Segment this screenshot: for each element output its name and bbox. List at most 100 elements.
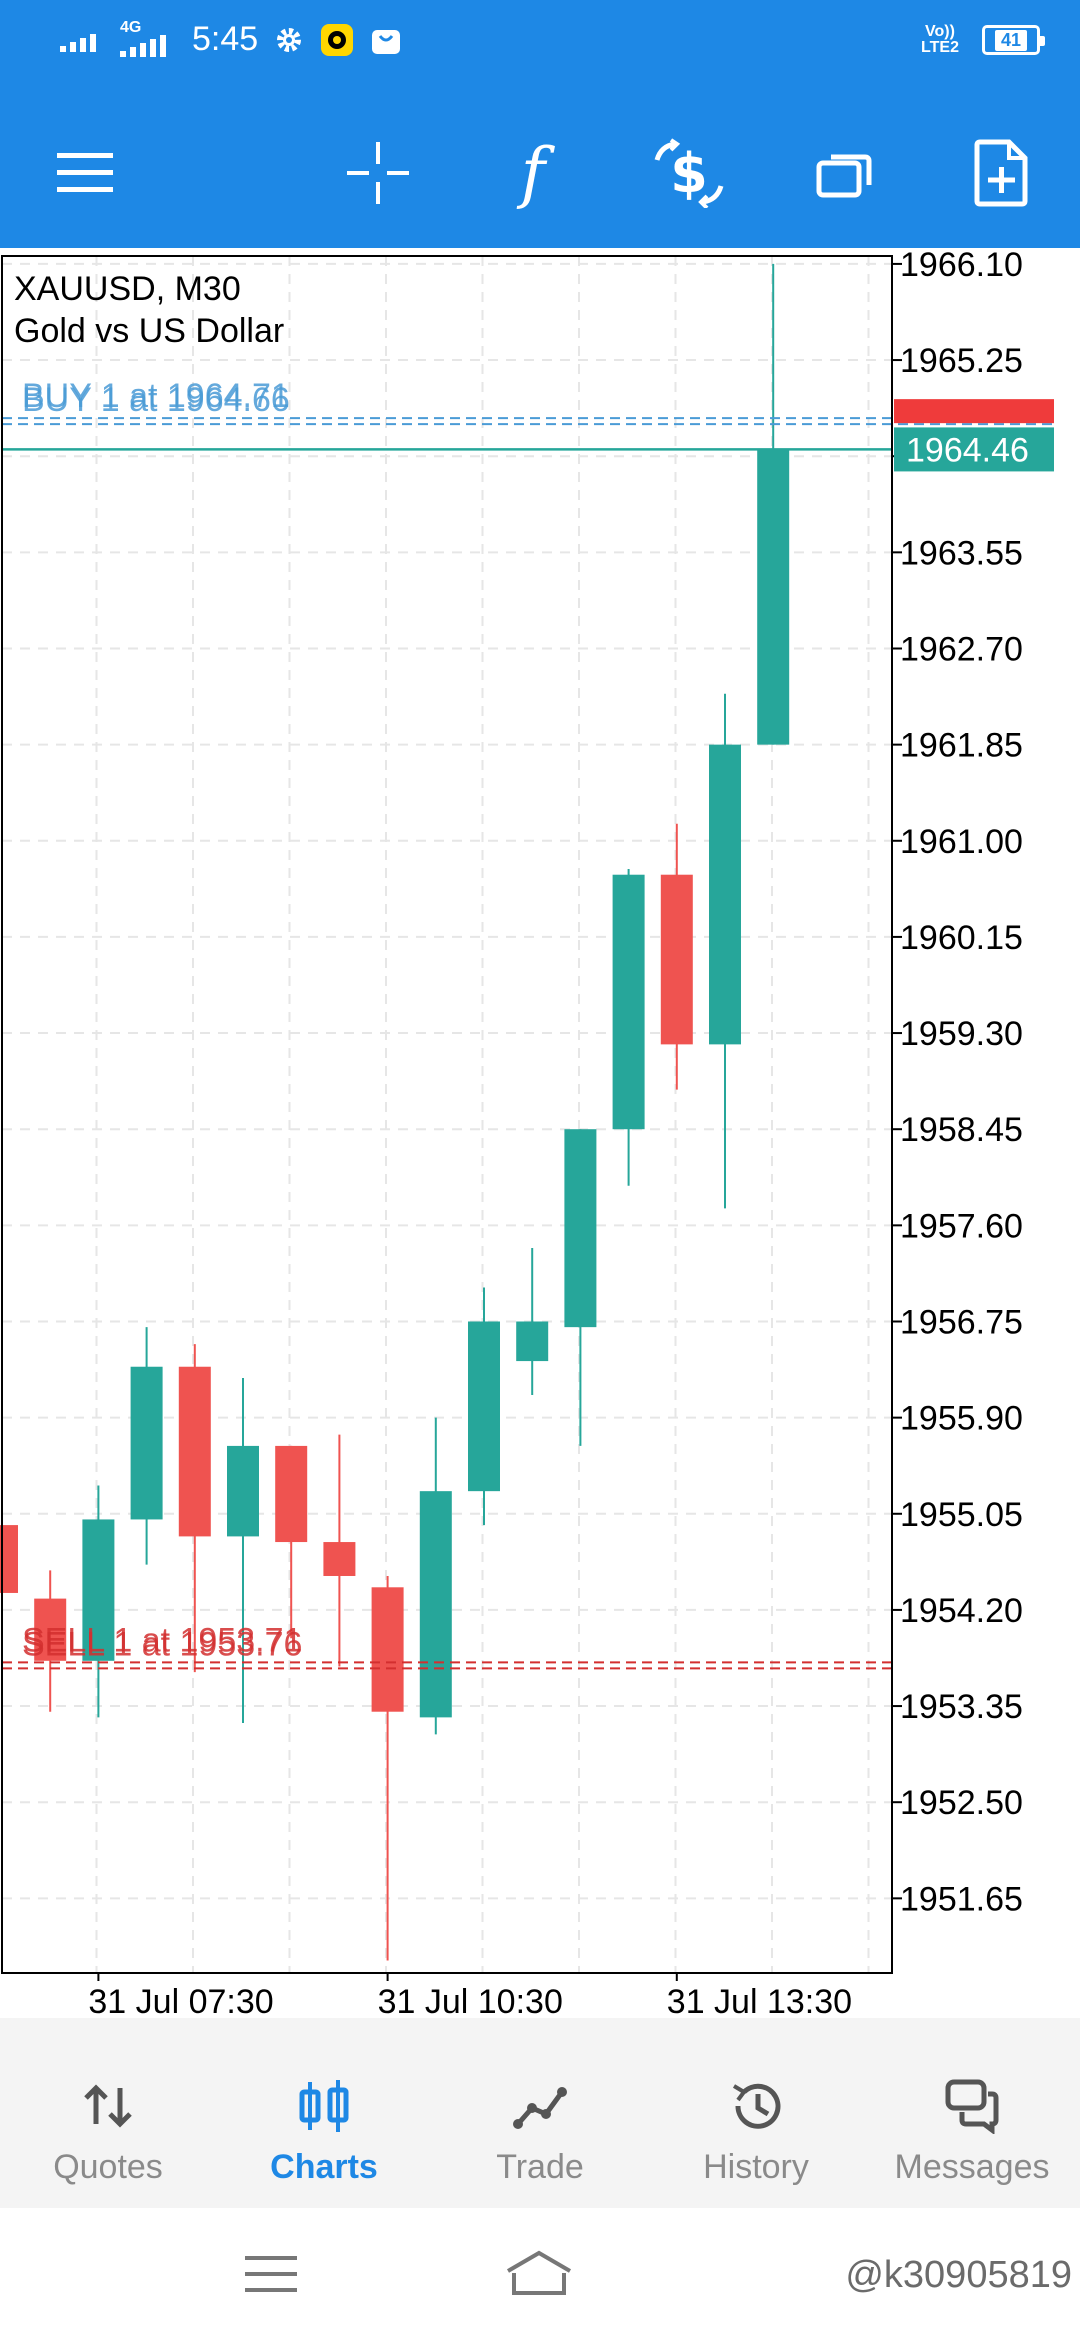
price-axis-label: 1955.90 [900, 1400, 1023, 1438]
nav-quotes[interactable]: Quotes [0, 2018, 216, 2208]
price-axis-label: 1963.55 [900, 534, 1023, 572]
candle-body [0, 1525, 18, 1593]
windows-icon [816, 154, 872, 198]
chart-symbol: XAUUSD, M30 [14, 270, 241, 308]
bottom-navigation: Quotes Charts Trade [0, 2018, 1080, 2208]
nav-quotes-label: Quotes [53, 2148, 163, 2186]
candle-body [82, 1519, 115, 1661]
indicators-button[interactable]: f [488, 128, 578, 218]
price-axis-label: 1956.75 [900, 1303, 1023, 1341]
battery-icon: 41 [982, 25, 1045, 55]
time-axis-label: 31 Jul 07:30 [88, 1983, 273, 2018]
candle-body [757, 449, 790, 745]
new-order-button[interactable] [956, 128, 1046, 218]
candle-body [709, 744, 741, 1045]
candle-body [419, 1491, 452, 1718]
quotes-arrows-icon [84, 2084, 132, 2128]
volte-icon: Vo)) LTE2 [921, 23, 959, 56]
sell-order-label: SELL 1 at 1953.71 [22, 1621, 302, 1659]
price-axis-label: 1965.25 [900, 342, 1023, 380]
price-axis-label: 1960.15 [900, 919, 1023, 957]
system-home-button[interactable] [504, 2244, 574, 2304]
nav-messages-label: Messages [894, 2148, 1050, 2186]
settings-gear-icon [277, 27, 302, 52]
price-axis-label: 1952.50 [900, 1784, 1023, 1822]
nav-charts-label: Charts [270, 2148, 378, 2186]
candle-body [516, 1321, 549, 1362]
candle-body [130, 1366, 163, 1520]
candle-body [612, 874, 645, 1130]
windows-button[interactable] [800, 128, 890, 218]
battery-level: 41 [994, 29, 1028, 51]
status-bar-left: 4G 5:45 [60, 19, 402, 59]
signal-4g-icon: 4G [120, 19, 176, 57]
price-axis-label: 1953.35 [900, 1688, 1023, 1726]
system-menu-button[interactable] [236, 2244, 306, 2304]
price-axis-label: 1957.60 [900, 1207, 1023, 1245]
candle-body [371, 1587, 404, 1712]
sell-order-label-ghost: SELL 1 at 1953.76 [22, 1625, 302, 1663]
candle-body [660, 874, 693, 1045]
nav-messages[interactable]: Messages [864, 2018, 1080, 2208]
crosshair-icon [347, 142, 409, 204]
shopping-bag-icon [372, 29, 401, 54]
app-notification-icon [321, 23, 354, 56]
messages-bubbles-icon [945, 2079, 999, 2134]
new-order-icon [974, 139, 1028, 207]
price-axis-label: 1966.10 [900, 248, 1023, 284]
price-axis-label: 1961.00 [900, 823, 1023, 861]
nav-trade[interactable]: Trade [432, 2018, 648, 2208]
buy-order-label: BUY 1 at 1964.71 [22, 377, 290, 415]
price-axis-label: 1958.45 [900, 1111, 1023, 1149]
indicators-f-icon: f [520, 134, 546, 211]
status-bar-right: Vo)) LTE2 41 [918, 23, 1045, 56]
chart-symbol-description: Gold vs US Dollar [14, 312, 285, 350]
price-axis-label: 1954.20 [900, 1592, 1023, 1630]
menu-button[interactable] [40, 128, 130, 218]
price-axis-label: 1951.65 [900, 1880, 1023, 1918]
status-time: 5:45 [192, 20, 259, 58]
plot-frame [1, 255, 893, 1974]
ask-price-tag [894, 399, 1054, 424]
time-axis-label: 31 Jul 10:30 [378, 1983, 563, 2018]
candle-body [178, 1366, 211, 1537]
candle-body [564, 1129, 597, 1328]
candle-body [323, 1542, 356, 1576]
system-home-icon [506, 2250, 572, 2295]
menu-icon [57, 153, 113, 192]
nav-history-label: History [703, 2148, 809, 2186]
chart-toolbar: f $ [0, 88, 1080, 248]
candle-body [275, 1445, 308, 1543]
candle-body [227, 1445, 259, 1537]
price-axis-label: 1959.30 [900, 1015, 1023, 1053]
svg-text:$: $ [670, 142, 708, 205]
nav-trade-label: Trade [496, 2148, 584, 2186]
crosshair-button[interactable] [333, 128, 423, 218]
charts-candles-icon [299, 2080, 349, 2132]
trade-button[interactable]: $ [644, 128, 734, 218]
trade-line-icon [513, 2087, 567, 2129]
system-navigation-bar: @k30905819 [0, 2208, 1080, 2340]
signal-icon [60, 33, 96, 52]
price-chart[interactable]: BUY 1 at 1964.66 BUY 1 at 1964.71 SELL 1 a… [0, 248, 1080, 2018]
candle-body [34, 1598, 67, 1661]
network-type: 4G [120, 18, 142, 36]
price-axis-label: 1955.05 [900, 1496, 1023, 1534]
trade-dollar-icon: $ [654, 138, 724, 208]
status-bar: 4G 5:45 [0, 0, 1080, 88]
price-axis-label: 1962.70 [900, 630, 1023, 668]
watermark-text: @k30905819 [845, 2254, 1072, 2296]
buy-order-label-ghost: BUY 1 at 1964.66 [22, 381, 290, 419]
current-price-tag-label: 1964.46 [906, 431, 1029, 469]
history-clock-icon [732, 2083, 781, 2129]
candle-body [468, 1321, 500, 1492]
current-price-tag [894, 427, 1054, 472]
price-axis-label: 1961.85 [900, 727, 1023, 765]
nav-history[interactable]: History [648, 2018, 864, 2208]
nav-charts[interactable]: Charts [216, 2018, 432, 2208]
chart-symbol-info: XAUUSD, M30 Gold vs US Dollar [14, 268, 284, 352]
time-axis-label: 31 Jul 13:30 [667, 1983, 852, 2018]
system-menu-icon [245, 2256, 297, 2292]
